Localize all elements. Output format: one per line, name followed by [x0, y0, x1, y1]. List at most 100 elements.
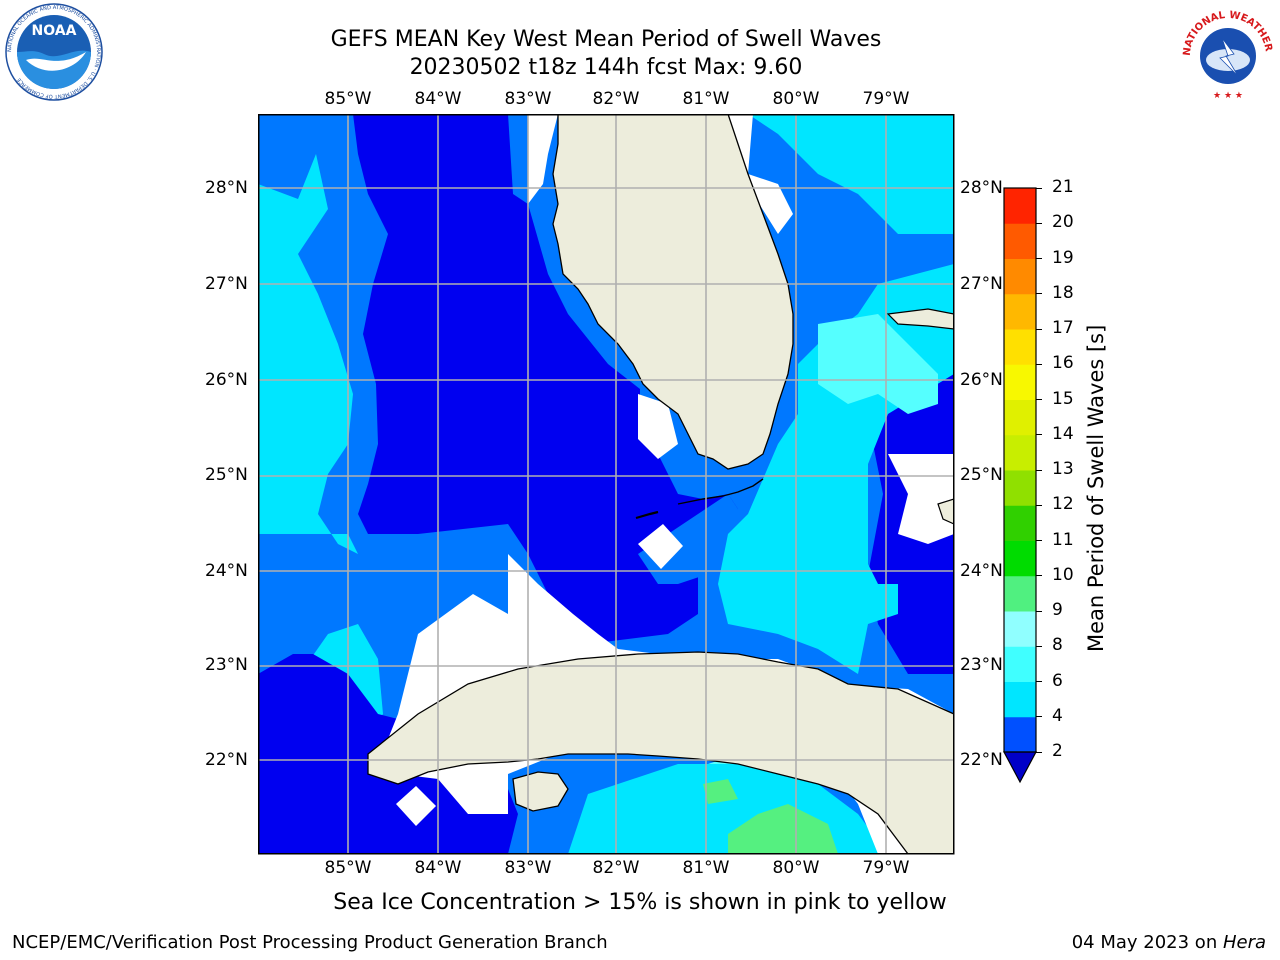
colorbar-segment-16-17 — [1004, 329, 1036, 365]
colorbar-segment-4-6 — [1004, 681, 1036, 718]
colorbar-tick-mark — [1036, 716, 1042, 718]
lon-label-bottom-82w: 82°W — [592, 858, 640, 878]
lat-label-right-22n: 22°N — [960, 750, 1003, 770]
colorbar-tick-label: 13 — [1052, 459, 1074, 479]
lon-label-bottom-85w: 85°W — [324, 858, 372, 878]
colorbar-tick-mark — [1036, 222, 1042, 224]
lon-label-bottom-84w: 84°W — [414, 858, 462, 878]
no-data-ne-florida — [728, 114, 793, 234]
colorbar-tick-mark — [1036, 258, 1042, 259]
colorbar-tick-label: 15 — [1052, 388, 1074, 409]
colorbar-tick-label: 12 — [1052, 494, 1074, 515]
lat-label-left-24n: 24°N — [205, 561, 248, 581]
colorbar-tick-label: 21 — [1052, 177, 1074, 197]
credit-date: 04 May 2023 on Hera — [1072, 932, 1266, 953]
colorbar-tick-label: 10 — [1052, 564, 1074, 585]
colorbar-tick-label: 2 — [1052, 741, 1063, 761]
colorbar-segment-17-18 — [1004, 293, 1036, 330]
no-data-dot-1 — [638, 524, 683, 569]
colorbar-segment-8-9 — [1004, 611, 1036, 647]
no-data-south-florida — [638, 394, 678, 459]
colorbar-tick-mark — [1036, 751, 1042, 753]
nws-logo: NATIONAL WEATHER SERVICE ★ ★ ★ — [1174, 2, 1278, 101]
colorbar-tick-mark — [1036, 328, 1042, 330]
colorbar-tick-label: 19 — [1052, 247, 1074, 268]
swell-zone-cyan-west — [258, 154, 358, 554]
colorbar-segment-13-14 — [1004, 434, 1036, 471]
colorbar-segment-11-12 — [1004, 505, 1036, 541]
colorbar-tick-mark — [1036, 399, 1042, 400]
lat-label-left-28n: 28°N — [205, 178, 248, 198]
lat-label-right-25n: 25°N — [960, 465, 1003, 485]
colorbar-extend-arrow — [1003, 751, 1037, 784]
swell-zone-deep-central — [353, 114, 738, 644]
title-line-1: GEFS MEAN Key West Mean Period of Swell … — [330, 27, 882, 52]
colorbar-tick-mark — [1036, 363, 1042, 365]
title-line-2: 20230502 t18z 144h fcst Max: 9.60 — [409, 55, 803, 80]
colorbar-tick-label: 4 — [1052, 705, 1063, 726]
lat-label-right-24n: 24°N — [960, 561, 1003, 581]
colorbar-tick-label: 8 — [1052, 635, 1063, 656]
noaa-logo: NOAA NATIONAL OCEANIC AND ATMOSPHERIC AD… — [4, 2, 104, 102]
lon-label-top-81w: 81°W — [682, 89, 730, 109]
lon-label-top-80w: 80°W — [772, 89, 820, 109]
lon-label-top-83w: 83°W — [504, 89, 552, 109]
swell-zone-green-2 — [703, 779, 738, 804]
no-data-dot-2 — [396, 786, 436, 826]
colorbar-segment-18-19 — [1004, 258, 1036, 295]
lon-label-bottom-81w: 81°W — [682, 858, 730, 878]
colorbar-tick-label: 9 — [1052, 600, 1063, 620]
credit-branch: NCEP/EMC/Verification Post Processing Pr… — [12, 932, 608, 953]
lon-label-bottom-79w: 79°W — [862, 858, 910, 878]
colorbar-segment-9-10 — [1004, 575, 1036, 612]
colorbar-tick-mark — [1036, 187, 1042, 189]
lat-label-left-25n: 25°N — [205, 465, 248, 485]
lon-label-top-85w: 85°W — [324, 89, 372, 109]
colorbar-tick-label: 16 — [1052, 353, 1074, 374]
colorbar-tick-mark — [1036, 434, 1042, 436]
credit-date-text: 04 May 2023 on — [1071, 932, 1223, 953]
colorbar-tick-mark — [1036, 610, 1042, 612]
land-bahamas-1 — [886, 308, 954, 330]
land-bahamas-2 — [937, 498, 954, 525]
colorbar-tick-mark — [1036, 540, 1042, 541]
colorbar-tick-mark — [1036, 645, 1042, 647]
colorbar-tick-mark — [1036, 293, 1042, 295]
colorbar-tick-label: 6 — [1052, 670, 1063, 691]
lon-label-top-82w: 82°W — [592, 89, 640, 109]
land-cuba — [367, 651, 954, 854]
swell-zone-lightcyan-east — [818, 314, 938, 414]
lat-label-right-28n: 28°N — [960, 178, 1003, 198]
colorbar-tick-label: 20 — [1052, 212, 1074, 233]
colorbar-segment-20-21 — [1004, 188, 1036, 224]
colorbar-tick-mark — [1036, 469, 1042, 471]
svg-text:★ ★ ★: ★ ★ ★ — [1213, 91, 1243, 100]
colorbar-segment-2-4 — [1004, 716, 1036, 753]
lat-label-right-26n: 26°N — [960, 370, 1003, 390]
florida-keys — [677, 478, 764, 505]
lat-label-left-23n: 23°N — [205, 655, 248, 675]
colorbar — [1003, 187, 1037, 784]
colorbar-tick-mark — [1036, 504, 1042, 506]
map-gridlines — [258, 114, 954, 854]
lat-label-right-27n: 27°N — [960, 274, 1003, 294]
lon-label-top-84w: 84°W — [414, 89, 462, 109]
lon-label-bottom-80w: 80°W — [772, 858, 820, 878]
colorbar-tick-label: 11 — [1052, 529, 1074, 550]
colorbar-segment-15-16 — [1004, 364, 1036, 400]
sea-ice-footnote: Sea Ice Concentration > 15% is shown in … — [333, 890, 947, 915]
colorbar-segment-12-13 — [1004, 470, 1036, 506]
chart-title: GEFS MEAN Key West Mean Period of Swell … — [0, 26, 1212, 82]
colorbar-tick-mark — [1036, 681, 1042, 682]
lat-label-right-23n: 23°N — [960, 655, 1003, 675]
colorbar-tick-label: 18 — [1052, 282, 1074, 303]
lon-label-bottom-83w: 83°W — [504, 858, 552, 878]
colorbar-tick-label: 14 — [1052, 423, 1074, 444]
lat-label-left-27n: 27°N — [205, 274, 248, 294]
map-panel — [258, 114, 955, 855]
swell-zone-green-1 — [728, 804, 838, 854]
land-isla-juventud — [512, 771, 569, 812]
keys-west — [635, 510, 659, 520]
lat-label-left-26n: 26°N — [205, 370, 248, 390]
colorbar-label: Mean Period of Swell Waves [s] — [1084, 324, 1108, 652]
